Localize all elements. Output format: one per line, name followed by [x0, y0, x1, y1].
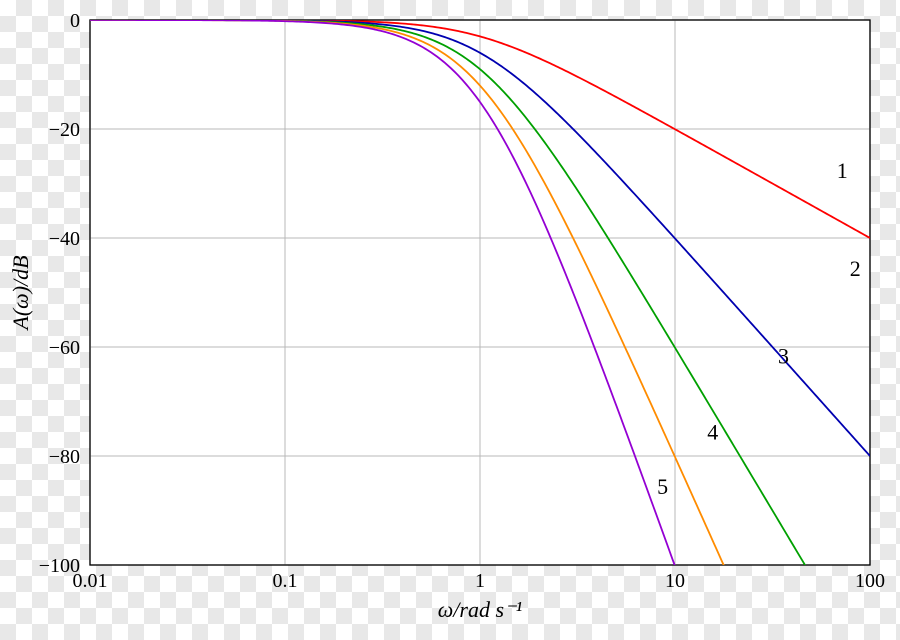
x-tick-label: 10	[665, 570, 685, 592]
x-tick-label: 1	[475, 570, 485, 592]
y-tick-label: −100	[39, 555, 80, 577]
series-label-2: 2	[850, 256, 861, 281]
x-tick-label: 0.1	[273, 570, 298, 592]
bode-plot: 0.010.1110100−100−80−60−40−200ω/rad s⁻¹A…	[0, 0, 900, 640]
series-label-4: 4	[707, 420, 718, 445]
x-axis-label: ω/rad s⁻¹	[438, 597, 522, 622]
y-tick-label: −60	[49, 337, 80, 359]
y-tick-label: 0	[70, 10, 80, 32]
series-label-1: 1	[837, 158, 848, 183]
y-tick-label: −80	[49, 446, 80, 468]
x-tick-label: 100	[855, 570, 885, 592]
series-label-5: 5	[657, 474, 668, 499]
y-tick-label: −40	[49, 228, 80, 250]
chart-container: { "chart":{ "type":"line", "width_px":90…	[0, 0, 900, 640]
y-axis-label: A(ω)/dB	[8, 255, 33, 331]
series-label-3: 3	[778, 343, 789, 368]
y-tick-label: −20	[49, 119, 80, 141]
